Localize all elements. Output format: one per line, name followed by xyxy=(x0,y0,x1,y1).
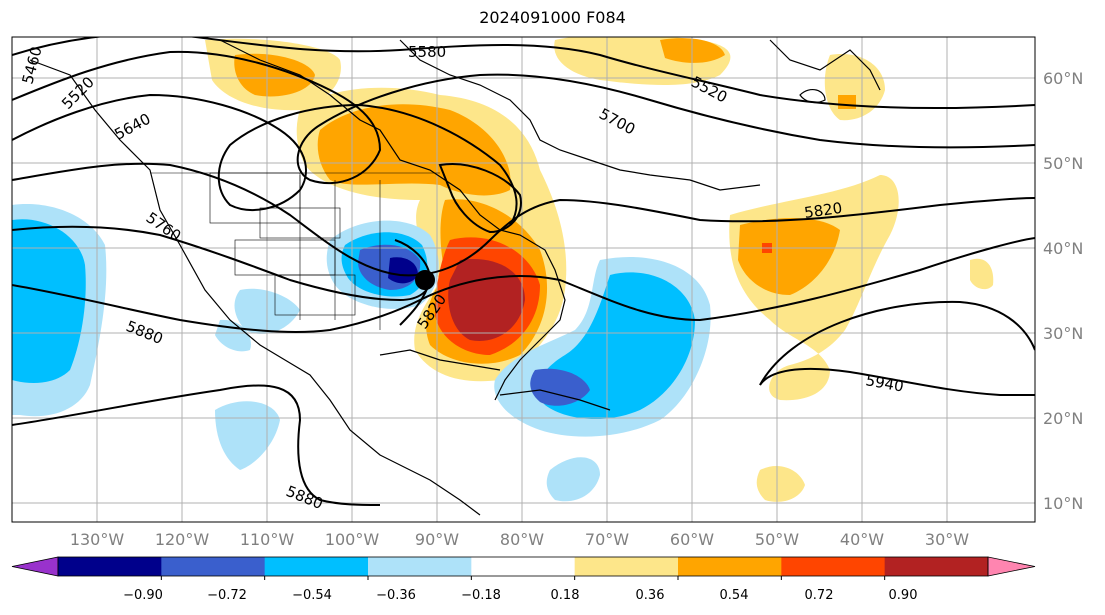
map-title: 2024091000 F084 xyxy=(479,8,626,27)
lon-label: 90°W xyxy=(415,530,459,549)
colorbar-extend-low xyxy=(11,556,59,577)
latitude-labels: 60°N 50°N 40°N 30°N 20°N 10°N xyxy=(1043,69,1083,513)
lon-label: 40°W xyxy=(840,530,884,549)
height-contours xyxy=(12,37,1035,506)
colorbar-border xyxy=(57,556,989,577)
lat-label: 40°N xyxy=(1043,239,1083,258)
lon-label: 110°W xyxy=(240,530,295,549)
colorbar-segment xyxy=(368,557,472,576)
longitude-labels: 130°W 120°W 110°W 100°W 90°W 80°W 70°W 6… xyxy=(70,530,969,549)
colorbar-tick: 0.54 xyxy=(720,588,749,603)
lon-label: 80°W xyxy=(500,530,544,549)
lat-label: 60°N xyxy=(1043,69,1083,88)
coastlines xyxy=(29,39,881,516)
colorbar-tick: −0.54 xyxy=(292,588,332,603)
graticule xyxy=(12,37,1035,522)
colorbar-segment xyxy=(781,557,886,576)
lon-label: 50°W xyxy=(755,530,799,549)
colorbar-tick: 0.72 xyxy=(805,588,834,603)
lat-label: 10°N xyxy=(1043,494,1083,513)
colorbar-tick: 0.90 xyxy=(889,588,918,603)
colorbar-segment xyxy=(678,557,782,576)
lat-label: 20°N xyxy=(1043,409,1083,428)
colorbar-segment xyxy=(161,557,266,576)
contour-label: 5580 xyxy=(408,43,446,61)
lon-label: 30°W xyxy=(925,530,969,549)
colorbar-segment xyxy=(58,557,162,576)
colorbar-tick: 0.18 xyxy=(551,588,580,603)
lon-label: 130°W xyxy=(70,530,125,549)
colorbar-segment xyxy=(884,557,989,576)
contour-label: 5820 xyxy=(803,199,843,222)
lat-label: 50°N xyxy=(1043,154,1083,173)
map-border xyxy=(11,36,1036,523)
colorbar-tick: −0.36 xyxy=(376,588,416,603)
colorbar-segment xyxy=(264,557,369,576)
lon-label: 100°W xyxy=(325,530,380,549)
colorbar-segment xyxy=(574,557,679,576)
colorbar-tick: −0.72 xyxy=(207,588,247,603)
lon-label: 70°W xyxy=(585,530,629,549)
colorbar-tick: 0.36 xyxy=(636,588,665,603)
colorbar-tick: −0.90 xyxy=(123,588,163,603)
colorbar-extend-high xyxy=(987,556,1036,577)
lon-label: 120°W xyxy=(155,530,210,549)
colorbar-segment xyxy=(471,557,576,576)
colorbar-tick: −0.18 xyxy=(461,588,501,603)
lat-label: 30°N xyxy=(1043,324,1083,343)
colorbar-ticks: −0.90 −0.72 −0.54 −0.36 −0.18 0.18 0.36 … xyxy=(123,588,917,603)
lon-label: 60°W xyxy=(670,530,714,549)
colorbar xyxy=(11,556,1036,580)
